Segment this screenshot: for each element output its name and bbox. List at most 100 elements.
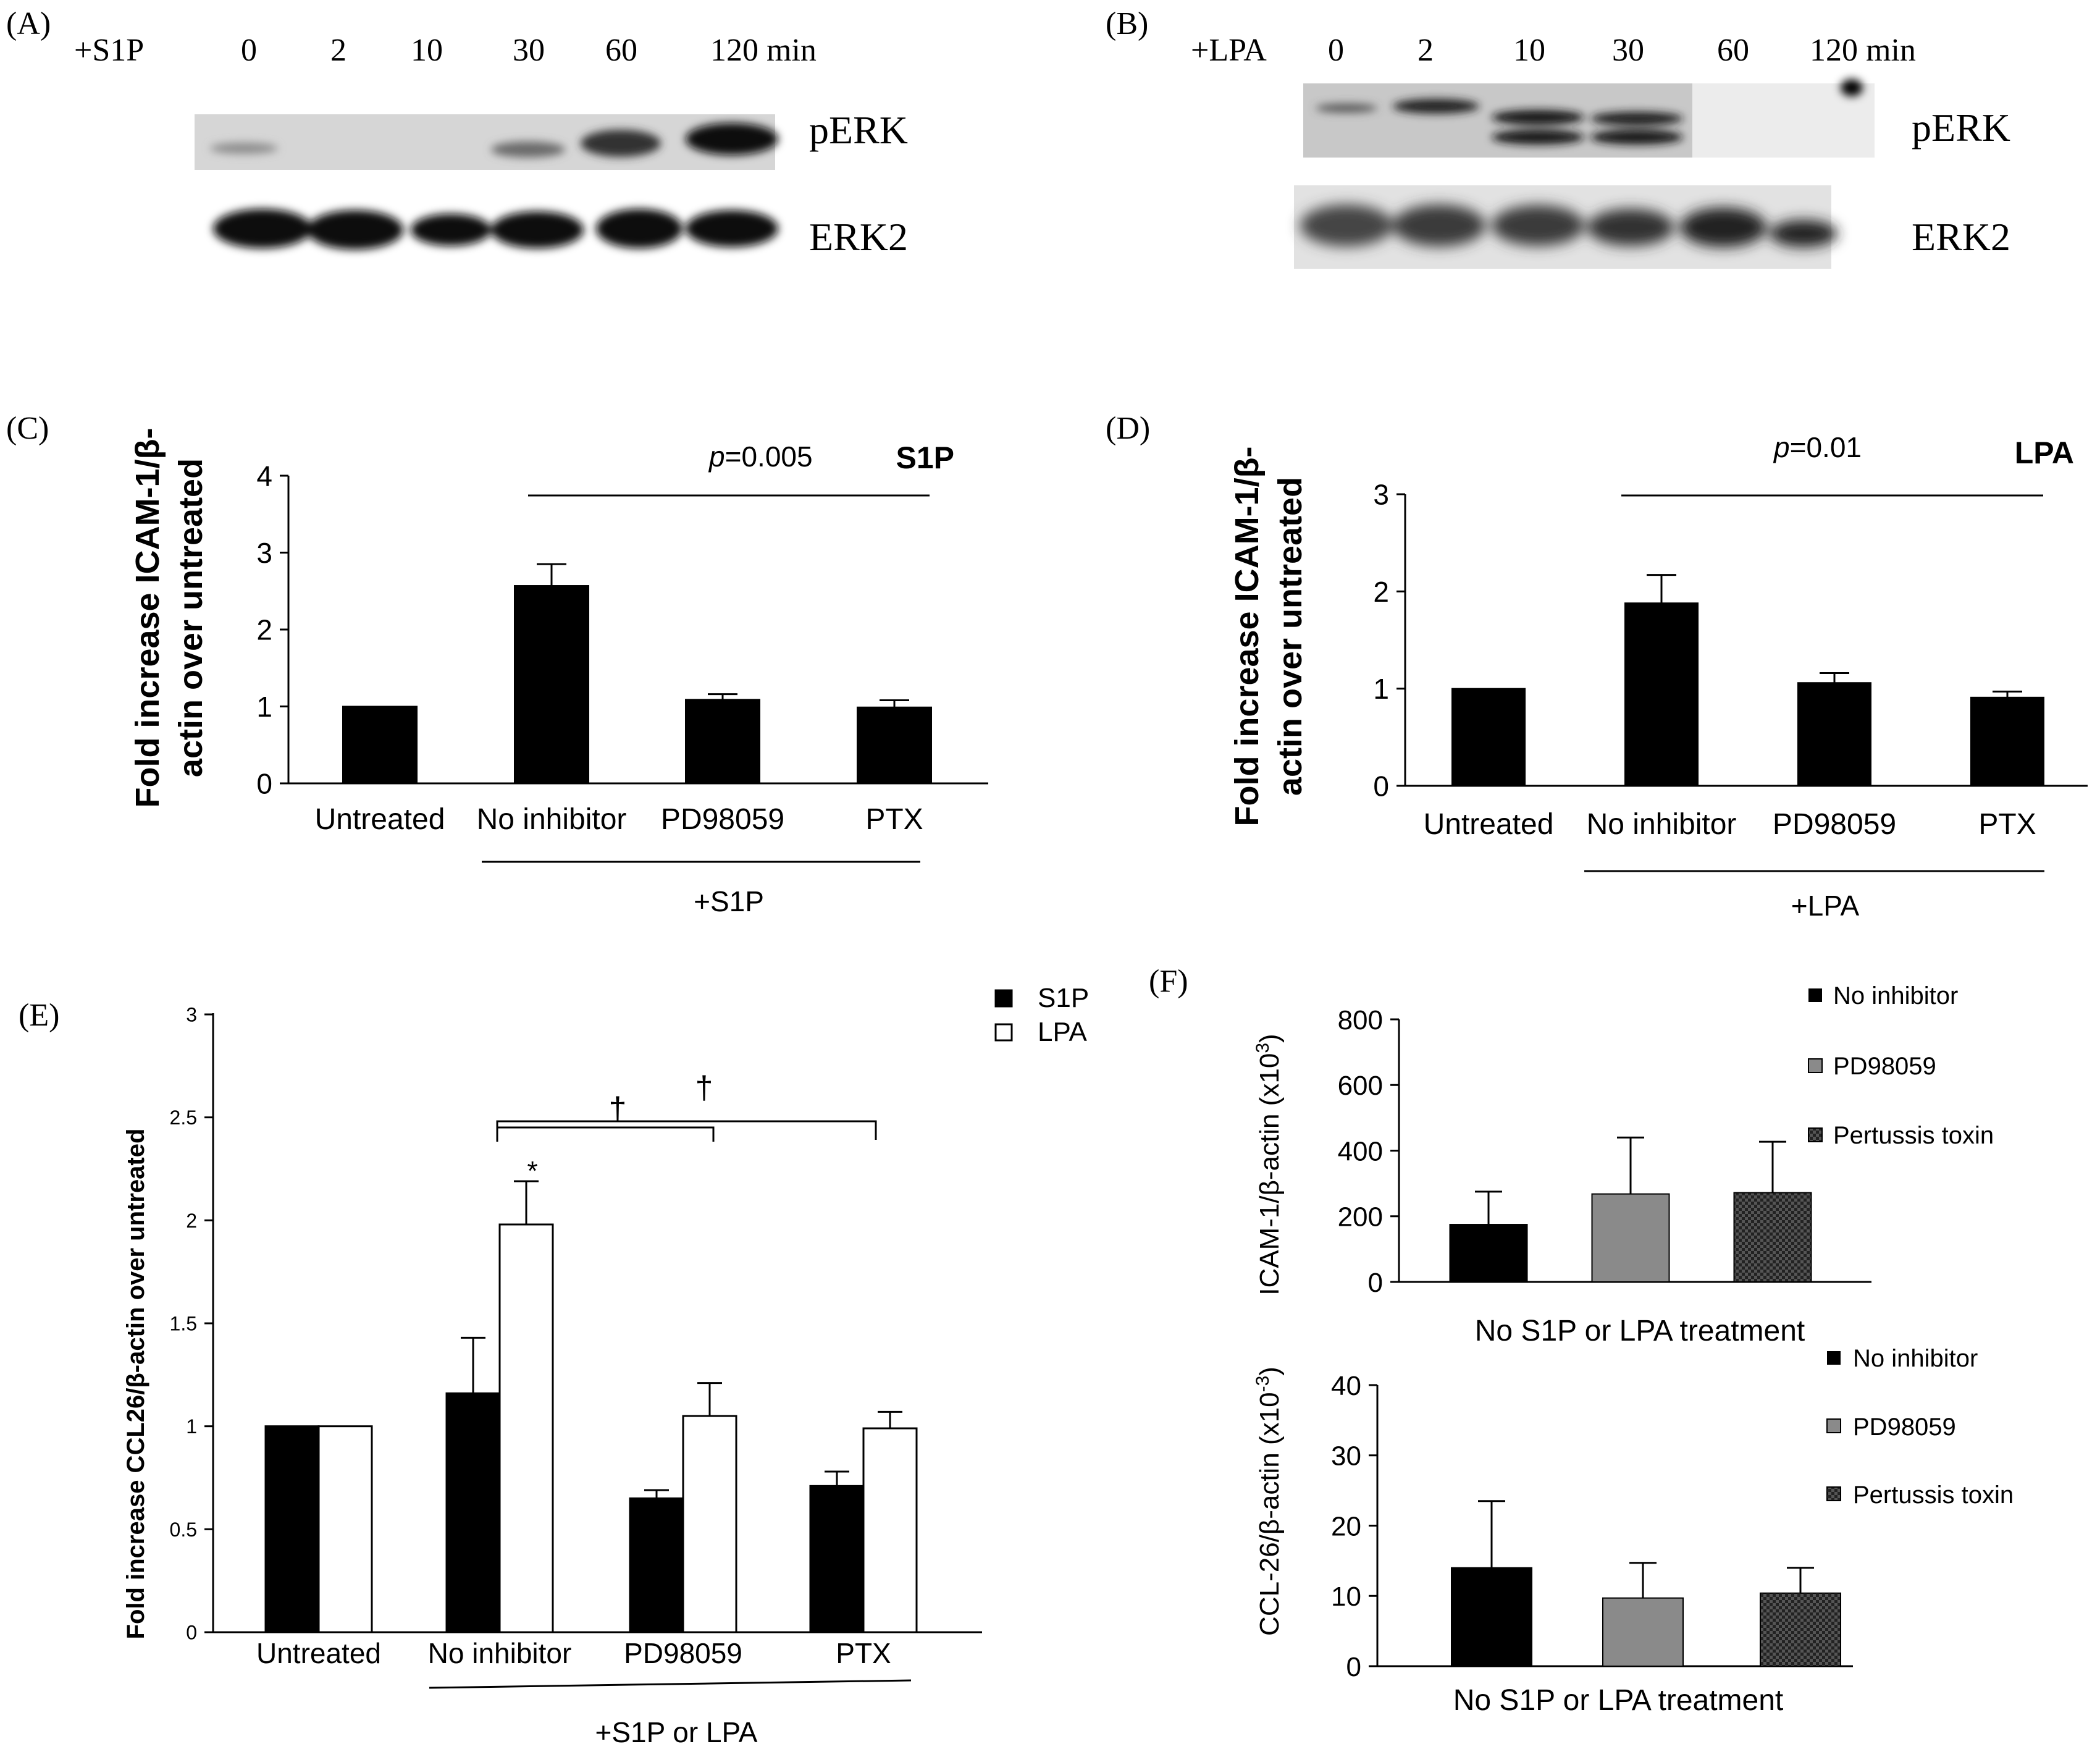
chart-d-group-label: +LPA	[1791, 890, 1860, 922]
chart-f-icam-y-tick-label: 200	[1338, 1202, 1383, 1232]
panel-label-f: (F)	[1149, 964, 1188, 999]
chart-f-ccl26-y-tick-label: 0	[1346, 1652, 1361, 1682]
chart-d-bar	[1624, 602, 1699, 786]
chart-c-ylabel: Fold increase ICAM-1/β- actin over untre…	[129, 428, 209, 807]
blot-b-perk-band	[1590, 112, 1683, 125]
chart-c-category-labels: Untreated No inhibitor PD98059 PTX	[315, 803, 923, 836]
chart-e-legend-lpa: LPA	[1038, 1017, 1088, 1047]
chart-d-p-value: =0.01	[1790, 431, 1862, 463]
chart-c-category-label: PD98059	[661, 803, 784, 836]
chart-c-y-tick-label: 1	[256, 691, 272, 723]
chart-f-icam: (F) ICAM-1/β-actin (x103) 0200400600800 …	[1149, 964, 1994, 1347]
blot-a-perk-band	[210, 143, 278, 154]
blot-b-band-erk2: ERK2	[1912, 215, 2010, 259]
chart-d-title: LPA	[2015, 436, 2074, 470]
chart-e-ylabel: Fold increase CCL26/β-actin over untreat…	[122, 1129, 149, 1640]
blot-a-erk2-band	[307, 210, 403, 250]
chart-f-ccl26-legend-swatch-3	[1826, 1486, 1841, 1501]
chart-c-y-tick-label: 3	[256, 537, 272, 569]
blot-b-treatment: +LPA	[1191, 33, 1267, 68]
chart-e-dagger-ptx: †	[695, 1070, 713, 1106]
chart-f-icam-ylabel-text: ICAM-1/β-actin (x10	[1254, 1053, 1285, 1296]
blot-b-perk-membrane-right	[1692, 83, 1875, 158]
chart-f-icam-ylabel-sup: 3	[1253, 1043, 1273, 1053]
chart-e-category-label: Untreated	[256, 1637, 381, 1669]
blot-b-time-2: 2	[1418, 33, 1434, 68]
chart-e-bar-s1p	[264, 1425, 320, 1633]
chart-e-legend-swatch-lpa	[994, 1023, 1013, 1042]
chart-f-ccl26-ylabel-sup: -3	[1253, 1376, 1273, 1393]
chart-f-ccl26-y-ticks: 0 10 20 30 40	[1331, 1371, 1377, 1682]
chart-f-ccl26-bars	[1451, 1500, 1841, 1667]
chart-c-y-tick-label: 0	[256, 768, 272, 800]
panel-label-e: (E)	[19, 998, 59, 1033]
blot-a-erk2-band	[596, 209, 682, 248]
chart-f-ccl26-y-tick-label: 30	[1331, 1441, 1361, 1472]
chart-c-category-label: Untreated	[315, 803, 445, 836]
blot-a-band-perk: pERK	[809, 108, 908, 152]
blot-b-erk2-band	[1680, 208, 1766, 247]
chart-f-ccl26-ylabel: CCL-26/β-actin (x10-3)	[1253, 1367, 1285, 1636]
blot-b-erk2-band	[1393, 204, 1485, 246]
chart-c-bar	[342, 706, 418, 784]
chart-e-category-label: PTX	[836, 1637, 891, 1669]
chart-e-bar-lpa	[682, 1415, 737, 1633]
chart-f-icam-legend-1: No inhibitor	[1833, 982, 1958, 1009]
chart-d-bar	[1451, 688, 1526, 786]
chart-f-ccl26-legend-swatch-1	[1827, 1351, 1841, 1365]
chart-e-category-labels: Untreated No inhibitor PD98059 PTX	[256, 1637, 891, 1669]
blot-a-time-120: 120 min	[710, 33, 817, 68]
chart-e-bar-s1p	[809, 1485, 865, 1633]
panel-label-a: (A)	[6, 6, 51, 41]
blot-a-perk-membrane	[195, 114, 775, 170]
panel-label-d: (D)	[1106, 411, 1150, 446]
chart-e-y-ticks: 0 0.5 1 1.5 2 2.5 3	[170, 1004, 213, 1644]
blot-b-time-120: 120 min	[1810, 33, 1916, 68]
blot-b-erk2-band	[1300, 204, 1393, 246]
blot-a-treatment: +S1P	[74, 33, 144, 68]
chart-d-y-tick-label: 3	[1373, 479, 1389, 511]
chart-d-ylabel-line-1: Fold increase ICAM-1/β-	[1228, 446, 1266, 826]
blot-a-erk2-band	[491, 211, 584, 248]
chart-f-ccl26-legend-swatch-2	[1826, 1418, 1841, 1433]
chart-d-ylabel: Fold increase ICAM-1/β- actin over untre…	[1228, 446, 1309, 826]
chart-c-title: S1P	[896, 440, 954, 475]
chart-d-category-label: No inhibitor	[1587, 808, 1737, 841]
chart-c-ylabel-line-1: Fold increase ICAM-1/β-	[129, 428, 166, 807]
blot-b-perk-band	[1492, 130, 1584, 145]
chart-c-y-tick-label: 4	[256, 460, 272, 492]
blot-b-erk2-band	[1770, 220, 1838, 247]
chart-f-ccl26-xlabel: No S1P or LPA treatment	[1453, 1684, 1784, 1717]
chart-f-icam-y-tick-label: 600	[1338, 1071, 1383, 1101]
chart-f-icam-bar	[1449, 1224, 1528, 1283]
chart-f-icam-y-tick-label: 400	[1338, 1136, 1383, 1166]
chart-e-y-tick-label: 1	[186, 1415, 197, 1438]
chart-f-ccl26-y-tick-label: 20	[1331, 1511, 1361, 1541]
chart-d-ylabel-line-2: actin over untreated	[1272, 477, 1309, 796]
chart-e-y-tick-label: 2	[186, 1210, 197, 1232]
chart-e-legend-swatch-s1p	[994, 989, 1013, 1008]
blot-a-perk-band	[491, 141, 565, 158]
chart-d-y-tick-label: 1	[1373, 673, 1389, 705]
chart-f-ccl26-ylabel-text: CCL-26/β-actin (x10	[1254, 1392, 1285, 1636]
chart-e-dagger-pd: †	[609, 1091, 627, 1127]
blot-b-band-perk: pERK	[1912, 106, 2010, 150]
chart-f-icam-y-ticks: 0 200 400 600 800	[1338, 1005, 1399, 1298]
chart-d-category-label: PTX	[1978, 808, 2036, 841]
chart-c-bar	[685, 699, 760, 785]
chart-d-category-labels: Untreated No inhibitor PD98059 PTX	[1424, 808, 2036, 841]
chart-f-ccl26-legend-3: Pertussis toxin	[1853, 1481, 2014, 1509]
chart-f-icam-legend-swatch-1	[1808, 988, 1822, 1002]
blot-a-band-erk2: ERK2	[809, 215, 908, 259]
blot-a-time-0: 0	[241, 33, 257, 68]
chart-c-bars	[342, 563, 932, 785]
chart-f-ccl26-bar	[1602, 1597, 1684, 1667]
blot-b-erk2-band	[1587, 209, 1674, 246]
chart-c-p-label: p	[708, 440, 725, 473]
chart-f-icam-bar	[1591, 1193, 1670, 1283]
chart-f-icam-ylabel: ICAM-1/β-actin (x103)	[1253, 1034, 1285, 1295]
chart-f-ccl26-legend-1: No inhibitor	[1853, 1345, 1978, 1372]
chart-c: (C) S1P p=0.005 Fold increase ICAM-1/β- …	[6, 411, 988, 917]
chart-f-ccl26-y-tick-label: 40	[1331, 1371, 1361, 1401]
